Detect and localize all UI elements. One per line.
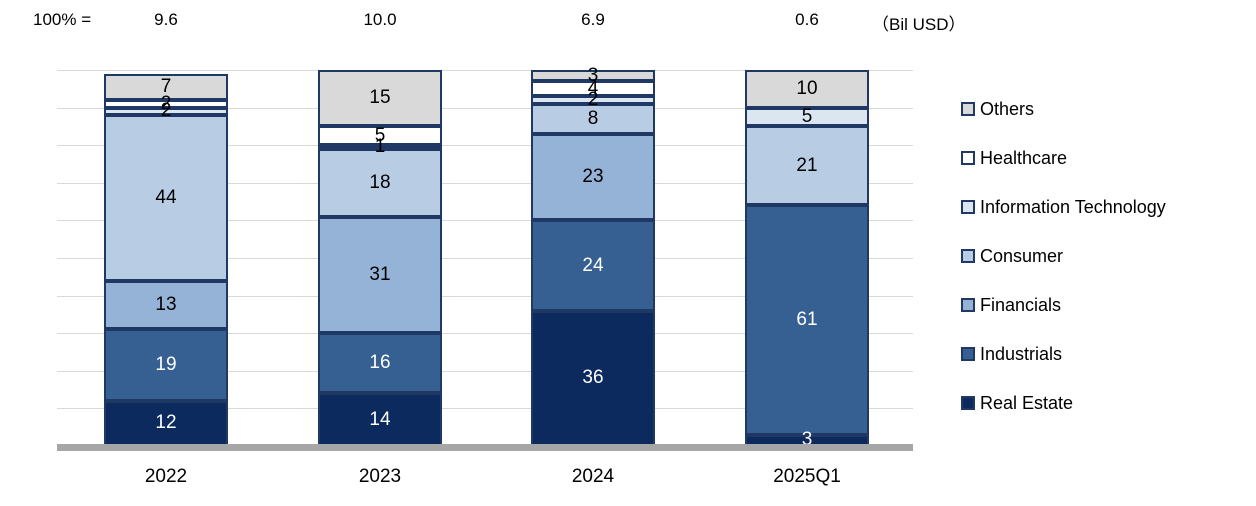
segment-healthcare-2022 bbox=[104, 100, 228, 108]
legend-label: Financials bbox=[980, 294, 1062, 315]
x-axis-label-2022: 2022 bbox=[144, 466, 188, 487]
legend-label: Others bbox=[980, 98, 1035, 119]
segment-financials-2022 bbox=[104, 280, 228, 330]
segment-financials-2024 bbox=[531, 133, 655, 221]
x-axis-label-2024: 2024 bbox=[571, 466, 615, 487]
segment-real-estate-2023 bbox=[318, 393, 442, 446]
segment-others-2022 bbox=[104, 73, 228, 101]
legend-label: Information Technology bbox=[980, 196, 1166, 217]
segment-others-2025Q1 bbox=[745, 70, 869, 108]
segment-consumer-2022 bbox=[104, 115, 228, 281]
legend-swatch-icon bbox=[961, 298, 975, 312]
x-axis-label-2025Q1: 2025Q1 bbox=[773, 466, 841, 487]
legend-label: Consumer bbox=[980, 245, 1064, 266]
segment-industrials-2025Q1 bbox=[745, 205, 869, 435]
segment-industrials-2023 bbox=[318, 333, 442, 394]
segment-financials-2023 bbox=[318, 216, 442, 334]
legend-swatch-icon bbox=[961, 200, 975, 214]
gridline bbox=[57, 145, 913, 147]
gridline bbox=[57, 258, 913, 259]
legend-swatch-icon bbox=[961, 347, 975, 361]
legend-item-real-estate: Real Estate bbox=[961, 391, 1166, 415]
segment-information-technology-2025Q1 bbox=[745, 107, 869, 127]
legend-swatch-icon bbox=[961, 249, 975, 263]
segment-others-2024 bbox=[531, 70, 655, 82]
gridline bbox=[57, 182, 913, 184]
legend: Others Healthcare Information Technology Co… bbox=[961, 97, 1166, 440]
legend-label: Healthcare bbox=[980, 147, 1068, 168]
x-axis-line bbox=[57, 444, 913, 451]
legend-item-others: Others bbox=[961, 97, 1166, 121]
gridline bbox=[57, 370, 913, 372]
gridline bbox=[57, 295, 913, 297]
total-value-2024: 6.9 bbox=[581, 10, 605, 29]
x-axis-label-2023: 2023 bbox=[358, 466, 402, 487]
segment-healthcare-2024 bbox=[531, 81, 655, 97]
legend-label: Real Estate bbox=[980, 392, 1074, 413]
gridline bbox=[57, 220, 913, 222]
segment-industrials-2022 bbox=[104, 329, 228, 401]
legend-swatch-icon bbox=[961, 102, 975, 116]
legend-item-information-technology: Information Technology bbox=[961, 195, 1166, 219]
segment-information-technology-2023 bbox=[318, 145, 442, 150]
legend-label: Industrials bbox=[980, 343, 1063, 364]
legend-item-financials: Financials bbox=[961, 293, 1166, 317]
segment-consumer-2023 bbox=[318, 148, 442, 217]
unit-label: （Bil USD） bbox=[872, 15, 966, 34]
hundred-percent-label: 100% = bbox=[33, 10, 92, 29]
segment-others-2023 bbox=[318, 70, 442, 127]
total-value-2025Q1: 0.6 bbox=[795, 10, 819, 29]
legend-item-healthcare: Healthcare bbox=[961, 146, 1166, 170]
gridline bbox=[57, 107, 913, 109]
legend-swatch-icon bbox=[961, 151, 975, 165]
total-value-2023: 10.0 bbox=[363, 10, 397, 29]
segment-information-technology-2022 bbox=[104, 107, 228, 116]
segment-information-technology-2024 bbox=[531, 96, 655, 104]
legend-item-industrials: Industrials bbox=[961, 342, 1166, 366]
segment-healthcare-2023 bbox=[318, 126, 442, 146]
segment-real-estate-2022 bbox=[104, 400, 228, 446]
legend-item-consumer: Consumer bbox=[961, 244, 1166, 268]
segment-consumer-2025Q1 bbox=[745, 126, 869, 206]
gridline bbox=[57, 333, 913, 335]
total-value-2022: 9.6 bbox=[154, 10, 178, 29]
segment-real-estate-2024 bbox=[531, 310, 655, 446]
gridline bbox=[57, 70, 913, 71]
gridline bbox=[57, 408, 913, 410]
segment-industrials-2024 bbox=[531, 220, 655, 311]
legend-swatch-icon bbox=[961, 396, 975, 410]
segment-consumer-2024 bbox=[531, 103, 655, 134]
